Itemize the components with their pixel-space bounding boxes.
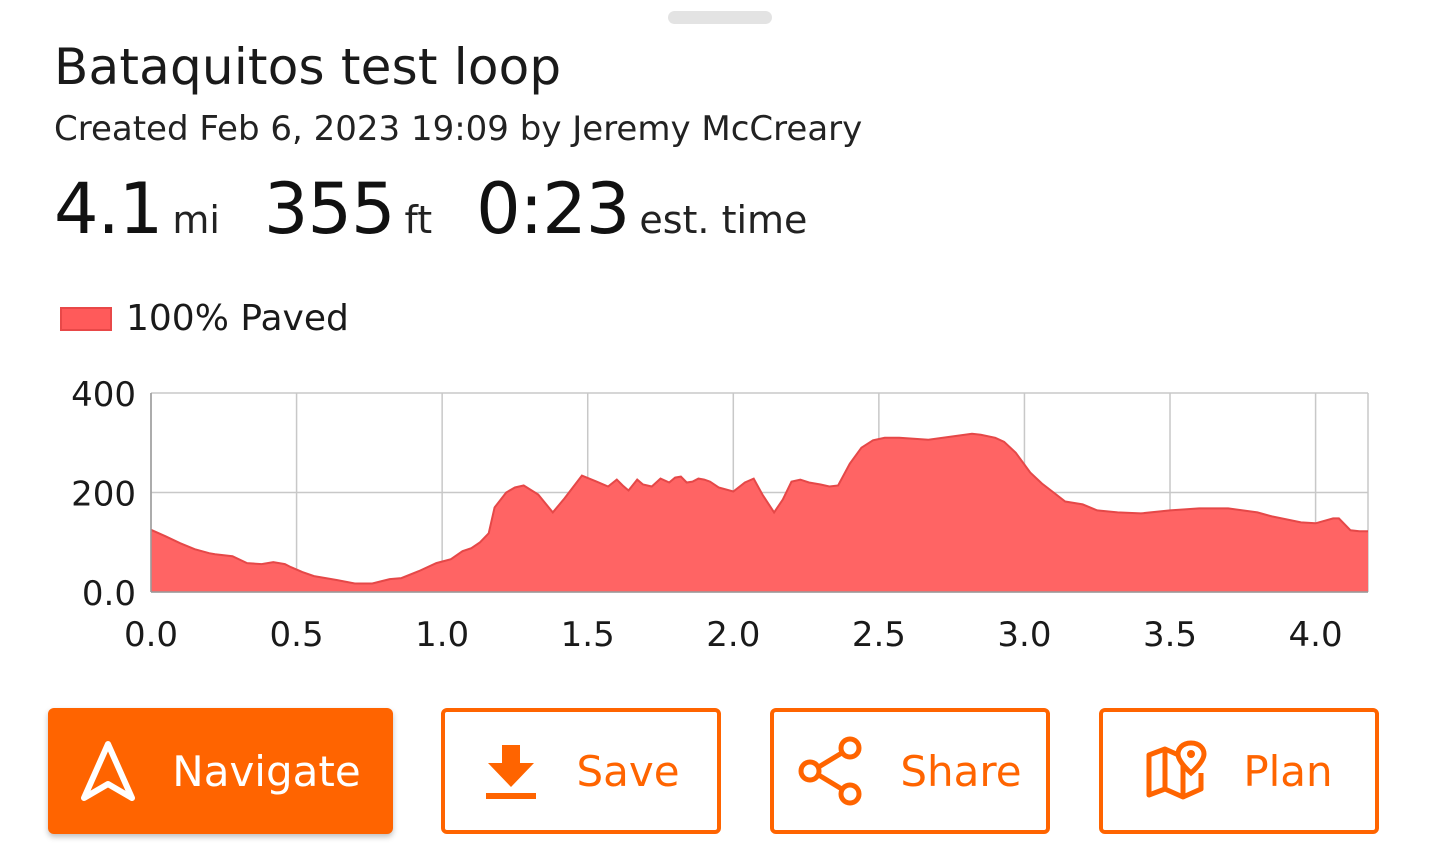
route-stats: 4.1 mi 355 ft 0:23 est. time: [54, 168, 851, 250]
navigation-arrow-icon: [80, 740, 136, 802]
x-tick-label: 0.0: [124, 615, 178, 655]
x-tick-label: 1.5: [561, 615, 615, 655]
x-tick-label: 3.5: [1143, 615, 1197, 655]
plan-button[interactable]: Plan: [1099, 708, 1379, 834]
elevation-line: [150, 432, 1368, 585]
y-tick-label: 200: [71, 475, 136, 515]
y-tick-label: 0.0: [82, 574, 136, 614]
x-tick-label: 2.5: [852, 615, 906, 655]
x-tick-label: 1.0: [415, 615, 469, 655]
x-tick-label: 3.0: [997, 615, 1051, 655]
distance-stat: 4.1 mi: [54, 168, 220, 250]
navigate-button[interactable]: Navigate: [48, 708, 393, 834]
drag-handle[interactable]: [668, 11, 772, 24]
download-icon: [482, 741, 540, 801]
share-label: Share: [900, 746, 1022, 796]
y-tick-label: 400: [71, 375, 136, 415]
elevation-stat: 355 ft: [264, 168, 432, 250]
route-title: Bataquitos test loop: [54, 38, 562, 96]
map-pin-icon: [1145, 739, 1207, 803]
distance-unit: mi: [172, 198, 220, 242]
x-tick-label: 2.0: [706, 615, 760, 655]
legend-label: 100% Paved: [126, 298, 349, 339]
surface-legend: 100% Paved: [60, 298, 349, 339]
navigate-label: Navigate: [172, 746, 361, 796]
share-icon: [798, 736, 864, 806]
share-button[interactable]: Share: [770, 708, 1050, 834]
plan-label: Plan: [1243, 746, 1333, 796]
x-tick-label: 0.5: [270, 615, 324, 655]
time-stat: 0:23 est. time: [476, 168, 807, 250]
elevation-chart[interactable]: 0.0 200 400 0.0 0.5 1.0 1.5 2.0 2.5 3.0 3.5 4.0: [0, 370, 1440, 670]
save-label: Save: [576, 746, 680, 796]
legend-swatch: [60, 306, 112, 331]
time-value: 0:23: [476, 168, 630, 250]
action-buttons: Navigate Save Share: [48, 708, 1380, 836]
elevation-area: [151, 433, 1368, 592]
elevation-unit: ft: [404, 198, 433, 242]
distance-value: 4.1: [54, 168, 163, 250]
save-button[interactable]: Save: [441, 708, 721, 834]
time-unit: est. time: [639, 198, 808, 242]
route-created-info: Created Feb 6, 2023 19:09 by Jeremy McCr…: [54, 109, 863, 149]
x-tick-label: 4.0: [1289, 615, 1343, 655]
elevation-value: 355: [263, 168, 396, 250]
